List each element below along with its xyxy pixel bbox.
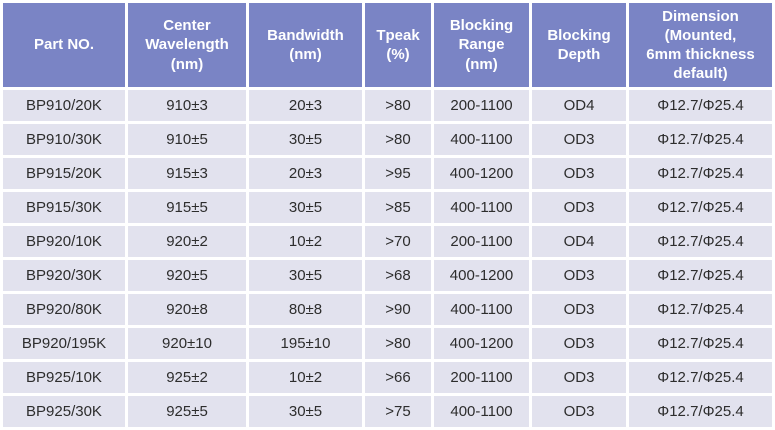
table-cell: 400-1200 (434, 328, 529, 359)
table-cell: Φ12.7/Φ25.4 (629, 158, 772, 189)
table-cell: 920±5 (128, 260, 246, 291)
table-cell: Φ12.7/Φ25.4 (629, 328, 772, 359)
table-cell: 195±10 (249, 328, 362, 359)
table-cell: 400-1100 (434, 396, 529, 427)
table-cell: >80 (365, 328, 431, 359)
table-cell: 915±3 (128, 158, 246, 189)
table-cell: 400-1100 (434, 294, 529, 325)
table-row: BP920/30K 920±5 30±5 >68 400-1200 OD3 Φ12.7/Φ2… (3, 260, 772, 291)
table-cell: OD3 (532, 328, 626, 359)
table-cell: 925±5 (128, 396, 246, 427)
table-cell: OD3 (532, 294, 626, 325)
table-cell: BP920/80K (3, 294, 125, 325)
table-body: BP910/20K 910±3 20±3 >80 200-1100 OD4 Φ12.7/Φ2… (3, 90, 772, 427)
table-cell: OD3 (532, 192, 626, 223)
column-header-dimension: Dimension (Mounted, 6mm thickness defaul… (629, 3, 772, 87)
table-cell: 400-1200 (434, 260, 529, 291)
table-cell: OD3 (532, 158, 626, 189)
table-cell: >80 (365, 124, 431, 155)
table-cell: 10±2 (249, 226, 362, 257)
table-cell: 20±3 (249, 90, 362, 121)
table-cell: 200-1100 (434, 226, 529, 257)
table-cell: Φ12.7/Φ25.4 (629, 226, 772, 257)
table-cell: 915±5 (128, 192, 246, 223)
table-cell: BP925/30K (3, 396, 125, 427)
table-cell: 920±8 (128, 294, 246, 325)
table-cell: Φ12.7/Φ25.4 (629, 260, 772, 291)
table-cell: BP915/20K (3, 158, 125, 189)
table-cell: >80 (365, 90, 431, 121)
table-cell: Φ12.7/Φ25.4 (629, 294, 772, 325)
table-cell: 400-1100 (434, 192, 529, 223)
table-cell: BP925/10K (3, 362, 125, 393)
table-cell: 200-1100 (434, 362, 529, 393)
table-row: BP915/30K 915±5 30±5 >85 400-1100 OD3 Φ12.7/Φ2… (3, 192, 772, 223)
table-row: BP915/20K 915±3 20±3 >95 400-1200 OD3 Φ12.7/Φ2… (3, 158, 772, 189)
table-cell: 925±2 (128, 362, 246, 393)
table-row: BP910/20K 910±3 20±3 >80 200-1100 OD4 Φ12.7/Φ2… (3, 90, 772, 121)
table-cell: 30±5 (249, 192, 362, 223)
table-row: BP920/10K 920±2 10±2 >70 200-1100 OD4 Φ12.7/Φ2… (3, 226, 772, 257)
table-header: Part NO. Center Wavelength (nm) Bandwidt… (3, 3, 772, 87)
table-cell: >75 (365, 396, 431, 427)
table-cell: OD4 (532, 226, 626, 257)
table-cell: OD3 (532, 124, 626, 155)
table-row: BP910/30K 910±5 30±5 >80 400-1100 OD3 Φ12.7/Φ2… (3, 124, 772, 155)
table-cell: BP920/195K (3, 328, 125, 359)
table-cell: 30±5 (249, 260, 362, 291)
table-cell: 200-1100 (434, 90, 529, 121)
table-cell: BP910/30K (3, 124, 125, 155)
header-row: Part NO. Center Wavelength (nm) Bandwidt… (3, 3, 772, 87)
table-cell: OD3 (532, 362, 626, 393)
table-cell: OD3 (532, 260, 626, 291)
table-cell: Φ12.7/Φ25.4 (629, 362, 772, 393)
table-row: BP920/80K 920±8 80±8 >90 400-1100 OD3 Φ12.7/Φ2… (3, 294, 772, 325)
table-cell: >66 (365, 362, 431, 393)
column-header-part-no: Part NO. (3, 3, 125, 87)
table-cell: 920±2 (128, 226, 246, 257)
column-header-tpeak: Tpeak (%) (365, 3, 431, 87)
table-cell: 30±5 (249, 124, 362, 155)
table-cell: 80±8 (249, 294, 362, 325)
table-cell: >95 (365, 158, 431, 189)
column-header-center-wavelength: Center Wavelength (nm) (128, 3, 246, 87)
table-cell: 910±5 (128, 124, 246, 155)
table-cell: 920±10 (128, 328, 246, 359)
table-row: BP920/195K 920±10 195±10 >80 400-1200 OD3 Φ12.… (3, 328, 772, 359)
table-cell: >85 (365, 192, 431, 223)
table-cell: BP920/30K (3, 260, 125, 291)
table-cell: >68 (365, 260, 431, 291)
column-header-bandwidth: Bandwidth (nm) (249, 3, 362, 87)
table-cell: Φ12.7/Φ25.4 (629, 396, 772, 427)
table-cell: Φ12.7/Φ25.4 (629, 124, 772, 155)
table-row: BP925/30K 925±5 30±5 >75 400-1100 OD3 Φ12.7/Φ2… (3, 396, 772, 427)
table-cell: 910±3 (128, 90, 246, 121)
column-header-blocking-range: Blocking Range (nm) (434, 3, 529, 87)
table-cell: BP920/10K (3, 226, 125, 257)
table-cell: >90 (365, 294, 431, 325)
column-header-blocking-depth: Blocking Depth (532, 3, 626, 87)
table-cell: 400-1100 (434, 124, 529, 155)
table-cell: 400-1200 (434, 158, 529, 189)
table-cell: BP910/20K (3, 90, 125, 121)
table-cell: 20±3 (249, 158, 362, 189)
table-cell: 30±5 (249, 396, 362, 427)
table-cell: Φ12.7/Φ25.4 (629, 192, 772, 223)
table-cell: 10±2 (249, 362, 362, 393)
table-cell: Φ12.7/Φ25.4 (629, 90, 772, 121)
table-cell: OD4 (532, 90, 626, 121)
table-cell: BP915/30K (3, 192, 125, 223)
table-cell: >70 (365, 226, 431, 257)
table-row: BP925/10K 925±2 10±2 >66 200-1100 OD3 Φ12.7/Φ2… (3, 362, 772, 393)
table-cell: OD3 (532, 396, 626, 427)
